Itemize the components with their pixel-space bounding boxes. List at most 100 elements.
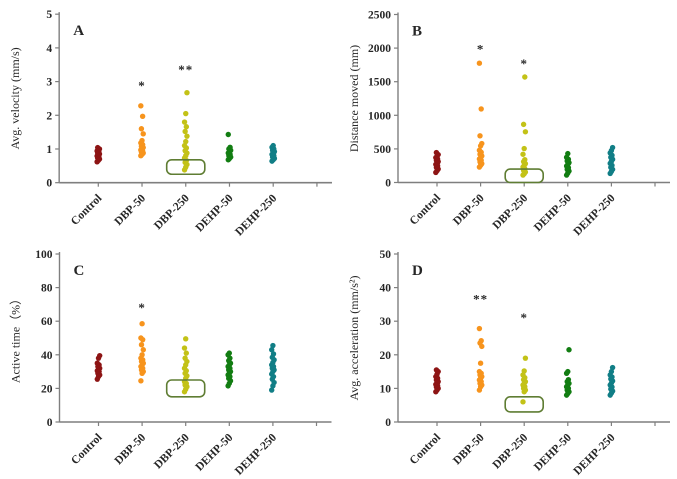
outlier-marker: ** xyxy=(473,292,488,307)
data-point xyxy=(477,360,484,366)
data-point xyxy=(269,347,275,353)
data-point xyxy=(97,352,103,359)
x-category-label: DBP-250 xyxy=(491,192,531,232)
x-category-label: DBP-50 xyxy=(451,192,487,228)
x-category-label: DEHP-250 xyxy=(233,192,279,238)
panel-D: 0 10 20 30 40 50 Control DBP-50 DBP-250 DEHP-50 DE… xyxy=(339,240,677,479)
y-tick-label: 10 xyxy=(380,383,392,395)
data-point xyxy=(565,150,571,157)
y-tick-label: 20 xyxy=(41,383,53,395)
data-point xyxy=(478,337,484,344)
data-point xyxy=(565,376,572,383)
data-point xyxy=(183,350,189,356)
outlier-marker: * xyxy=(138,300,146,315)
data-point xyxy=(139,113,146,120)
data-point xyxy=(566,347,572,353)
outlier-marker: ** xyxy=(178,62,193,77)
data-point xyxy=(269,387,275,393)
y-tick-label: 500 xyxy=(374,144,392,156)
panel-C-plot: 0 20 40 60 80 100 Control DBP-50 DBP-250 DEHP-50D… xyxy=(9,249,332,478)
data-point xyxy=(181,345,188,351)
data-point xyxy=(609,364,616,371)
y-tick-label: 40 xyxy=(41,350,53,362)
y-tick-label: 1500 xyxy=(368,77,391,89)
panel-letter: A xyxy=(73,23,84,39)
panel-C: 0 20 40 60 80 100 Control DBP-50 DBP-250 DEHP-50 D… xyxy=(0,240,339,479)
x-category-label: DBP-250 xyxy=(491,431,531,471)
data-point xyxy=(433,367,440,373)
data-point xyxy=(477,133,483,139)
data-point xyxy=(270,342,276,349)
data-point xyxy=(139,137,145,144)
x-category-label: DEHP-50 xyxy=(194,431,236,473)
data-point xyxy=(433,149,440,156)
y-tick-label: 40 xyxy=(380,283,392,295)
data-point xyxy=(94,360,101,366)
data-point xyxy=(476,325,483,332)
y-tick-label: 50 xyxy=(380,249,392,261)
data-point xyxy=(225,131,231,138)
y-axis-label: Active time（%） xyxy=(9,293,23,383)
outlier-marker: * xyxy=(138,78,146,93)
y-tick-label: 100 xyxy=(35,249,53,261)
y-tick-label: 1 xyxy=(46,144,52,156)
y-tick-label: 0 xyxy=(385,178,391,190)
x-category-label: DEHP-50 xyxy=(194,192,236,234)
data-point xyxy=(184,89,190,96)
highlight-box xyxy=(504,168,544,184)
panel-A: 0 1 2 3 4 5 Control DBP-50 DBP-250 DEHP-50 DEHP-25… xyxy=(0,0,339,240)
y-tick-label: 20 xyxy=(380,350,392,362)
data-point xyxy=(522,129,529,135)
x-category-label: Control xyxy=(408,192,443,227)
x-category-label: DEHP-50 xyxy=(532,192,574,234)
data-point xyxy=(140,347,146,353)
data-point xyxy=(476,368,483,375)
x-category-label: Control xyxy=(69,432,104,467)
highlight-box xyxy=(165,158,206,176)
panel-D-plot: 0 10 20 30 40 50 Control DBP-50 DBP-250 DEHP-50DE… xyxy=(347,249,670,478)
data-point xyxy=(270,142,276,149)
data-point xyxy=(139,352,145,358)
data-point xyxy=(138,342,145,348)
data-point xyxy=(522,355,529,361)
data-point xyxy=(520,121,527,128)
data-point xyxy=(479,140,485,147)
panel-letter: B xyxy=(412,24,422,40)
panel-A-plot: 0 1 2 3 4 5 Control DBP-50 DBP-250 DEHP-50DEHP-25… xyxy=(8,9,332,238)
x-category-label: DBP-50 xyxy=(113,192,149,228)
y-tick-label: 0 xyxy=(385,417,391,429)
data-point xyxy=(181,119,188,125)
data-point xyxy=(183,110,189,117)
highlight-box xyxy=(504,396,544,413)
panel-B: 0 500 1000 1500 2000 2500 Control DBP-50 DBP-250… xyxy=(339,0,677,240)
data-point xyxy=(138,335,144,341)
x-category-label: DBP-250 xyxy=(152,431,192,471)
data-point xyxy=(184,133,190,139)
y-axis-label: Distance moved (mm) xyxy=(347,45,361,152)
data-point xyxy=(138,103,144,109)
data-point xyxy=(183,124,190,130)
data-point xyxy=(140,131,146,137)
y-tick-label: 0 xyxy=(46,178,52,190)
y-tick-label: 5 xyxy=(46,9,52,21)
x-category-label: DEHP-250 xyxy=(572,431,618,477)
data-point xyxy=(138,378,144,384)
y-tick-label: 2 xyxy=(46,110,52,122)
x-category-label: DBP-250 xyxy=(152,192,192,232)
data-point xyxy=(139,321,145,327)
x-category-label: DEHP-50 xyxy=(532,431,574,473)
data-point xyxy=(182,128,188,135)
highlight-box xyxy=(165,379,206,398)
data-point xyxy=(138,126,145,132)
data-point xyxy=(521,368,527,374)
y-tick-label: 30 xyxy=(380,316,392,328)
data-point xyxy=(227,144,233,151)
y-tick-label: 2500 xyxy=(368,10,391,22)
outlier-marker: * xyxy=(520,310,528,325)
x-category-label: DBP-50 xyxy=(113,431,149,467)
data-point xyxy=(522,74,528,80)
y-tick-label: 2000 xyxy=(368,43,391,55)
data-point xyxy=(183,138,189,145)
data-point xyxy=(182,355,188,361)
